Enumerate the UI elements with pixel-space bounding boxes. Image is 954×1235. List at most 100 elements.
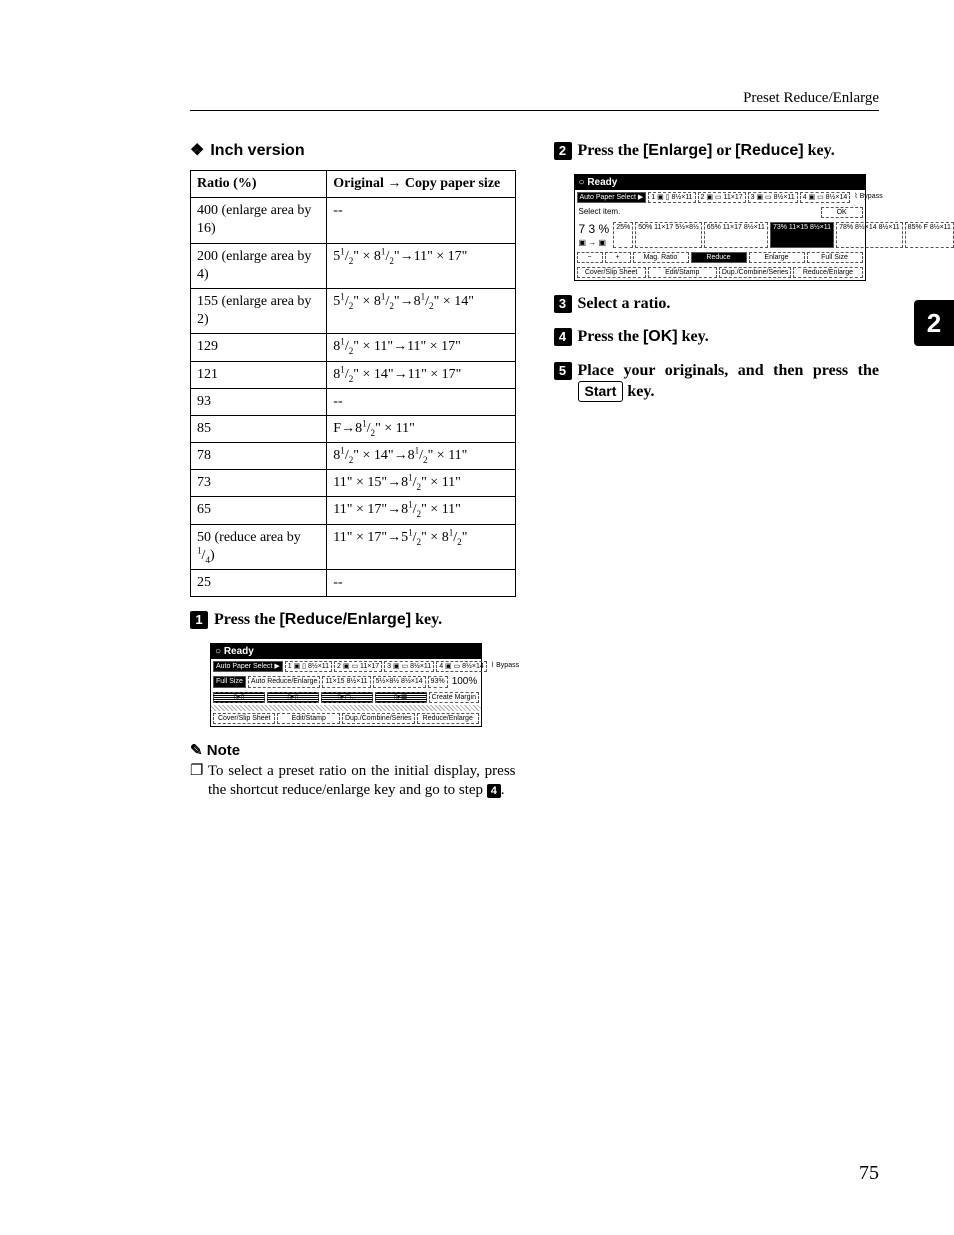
table-row: 400 (enlarge area by 16)-- [191, 198, 516, 243]
lcd2-mag-ratio: Mag. Ratio [633, 252, 689, 263]
size-cell: 11" × 15"→81/2" × 11" [327, 470, 515, 497]
step-number-4: 4 [554, 328, 572, 346]
lcd1-percent: 100% [450, 676, 480, 688]
lcd1-preset-c: 93% [428, 676, 448, 688]
lcd1-btn-edit: Edit/Stamp [277, 713, 339, 724]
size-cell: F→81/2" × 11" [327, 415, 515, 442]
lcd-screenshot-1: Ready Auto Paper Select ▶ 1 ▣ ▯ 8½×11 2 … [210, 643, 482, 727]
table-row: 50 (reduce area by 1/4)11" × 17"→51/2" ×… [191, 524, 516, 569]
step-1: 1 Press the [Reduce/Enlarge] key. [190, 609, 516, 631]
reduce-key-label: [Reduce] [735, 142, 803, 159]
ratio-header-ratio: Ratio (%) [191, 171, 327, 198]
lcd2-reduce: Reduce [691, 252, 747, 263]
step-4: 4 Press the [OK] key. [554, 326, 880, 348]
step-ref-4: 4 [487, 784, 501, 798]
size-cell: 81/2" × 14"→81/2" × 11" [327, 443, 515, 470]
note-heading: ✎ Note [190, 741, 516, 759]
lcd-screenshot-2: Ready Auto Paper Select ▶ 1 ▣ ▯ 8½×11 2 … [574, 174, 866, 281]
lcd1-title: Ready [211, 644, 481, 659]
lcd2-plus: + [605, 252, 631, 263]
reduce-enlarge-key-label: [Reduce/Enlarge] [279, 611, 411, 628]
lcd1-preset-a: 11×15 8½×11 [322, 676, 370, 688]
lcd2-tray-1: 1 ▣ ▯ 8½×11 [648, 192, 695, 203]
size-cell: 51/2" × 81/2"→11" × 17" [327, 243, 515, 288]
chapter-tab: 2 [914, 300, 954, 346]
table-row: 7881/2" × 14"→81/2" × 11" [191, 443, 516, 470]
table-row: 85F→81/2" × 11" [191, 415, 516, 442]
lcd1-tray-3: 3 ▣ ▭ 8½×11 [384, 661, 434, 672]
lcd1-preset-b: 5½×8½ 8½×14 [373, 676, 426, 688]
lcd2-btn-reduce: Reduce/Enlarge [793, 267, 862, 278]
step-3: 3 Select a ratio. [554, 293, 880, 315]
lcd1-btn-reduce: Reduce/Enlarge [417, 713, 479, 724]
ratio-cell: 85 [191, 415, 327, 442]
lcd1-icon: ▯▸▢₁₂ [321, 692, 373, 703]
ratio-cell: 50 (reduce area by 1/4) [191, 524, 327, 569]
lcd2-ratio-50: 50% 11×17 5½×8½ [635, 222, 702, 248]
table-row: 155 (enlarge area by 2)51/2" × 81/2"→81/… [191, 288, 516, 333]
step-2: 2 Press the [Enlarge] or [Reduce] key. [554, 140, 880, 162]
page-number: 75 [859, 1162, 879, 1185]
lcd1-auto-reduce: Auto Reduce/Enlarge [248, 676, 321, 688]
lcd2-auto-paper: Auto Paper Select ▶ [577, 192, 647, 203]
size-cell: 81/2" × 11"→11" × 17" [327, 334, 515, 361]
lcd2-minus: − [577, 252, 603, 263]
table-row: 12981/2" × 11"→11" × 17" [191, 334, 516, 361]
note-body: To select a preset ratio on the initial … [190, 762, 516, 801]
lcd2-fullsize: Full Size [807, 252, 863, 263]
size-cell: 11" × 17"→51/2" × 81/2" [327, 524, 515, 569]
ratio-cell: 25 [191, 570, 327, 597]
ratio-cell: 78 [191, 443, 327, 470]
ok-key-label: [OK] [643, 328, 678, 345]
lcd1-bypass: ⌇ Bypass [489, 661, 521, 672]
lcd2-ratio-25: 25% [613, 222, 633, 248]
step-5: 5 Place your originals, and then press t… [554, 360, 880, 403]
lcd1-tray-2: 2 ▣ ▭ 11×17 [334, 661, 382, 672]
lcd2-btn-dup: Dup./Combine/Series [719, 267, 792, 278]
lcd2-ok: OK [821, 207, 863, 218]
lcd1-fullsize: Full Size [213, 676, 246, 688]
lcd2-ratio-65: 65% 11×17 8½×11 [704, 222, 768, 248]
lcd2-bypass: ⌇ Bypass [852, 192, 884, 203]
size-cell: -- [327, 388, 515, 415]
lcd2-ratio-85: 85% F 8½×11 [905, 222, 954, 248]
lcd1-create-margin: Create Margin [429, 692, 479, 703]
lcd1-btn-cover: Cover/Slip Sheet [213, 713, 275, 724]
lcd1-tray-4: 4 ▣ ▭ 8½×14 [436, 661, 487, 672]
lcd2-title: Ready [575, 175, 865, 190]
size-cell: 51/2" × 81/2"→81/2" × 14" [327, 288, 515, 333]
lcd2-enlarge: Enlarge [749, 252, 805, 263]
table-row: 12181/2" × 14"→11" × 17" [191, 361, 516, 388]
lcd1-auto-paper: Auto Paper Select ▶ [213, 661, 283, 672]
size-cell: -- [327, 198, 515, 243]
lcd1-icon: ▯▸▦ [375, 692, 427, 703]
ratio-cell: 73 [191, 470, 327, 497]
step-number-2: 2 [554, 142, 572, 160]
enlarge-key-label: [Enlarge] [643, 142, 712, 159]
lcd1-icon: ▯▸▯ [213, 692, 265, 703]
ratio-cell: 155 (enlarge area by 2) [191, 288, 327, 333]
ratio-cell: 65 [191, 497, 327, 524]
lcd2-tray-2: 2 ▣ ▭ 11×17 [698, 192, 746, 203]
lcd2-percent: 7 3 %▣ → ▣ [577, 222, 612, 248]
size-cell: 11" × 17"→81/2" × 11" [327, 497, 515, 524]
ratio-table: Ratio (%) Original → Copy paper size 400… [190, 170, 516, 597]
step-number-5: 5 [554, 362, 572, 380]
ratio-cell: 400 (enlarge area by 16) [191, 198, 327, 243]
size-cell: -- [327, 570, 515, 597]
lcd1-icon: ▯▸▯ [267, 692, 319, 703]
lcd2-ratio-73: 73% 11×15 8½×11 [770, 222, 834, 248]
breadcrumb: Preset Reduce/Enlarge [190, 90, 879, 111]
step-number-1: 1 [190, 611, 208, 629]
lcd2-ratio-78: 78% 8½×14 8½×11 [836, 222, 903, 248]
step-number-3: 3 [554, 295, 572, 313]
lcd2-select-item: Select item. [577, 207, 819, 218]
lcd2-btn-edit: Edit/Stamp [648, 267, 717, 278]
lcd1-tray-1: 1 ▣ ▯ 8½×11 [285, 661, 332, 672]
size-cell: 81/2" × 14"→11" × 17" [327, 361, 515, 388]
ratio-cell: 121 [191, 361, 327, 388]
lcd2-btn-cover: Cover/Slip Sheet [577, 267, 646, 278]
lcd2-tray-4: 4 ▣ ▭ 8½×14 [800, 192, 851, 203]
ratio-cell: 129 [191, 334, 327, 361]
ratio-header-size: Original → Copy paper size [327, 171, 515, 198]
